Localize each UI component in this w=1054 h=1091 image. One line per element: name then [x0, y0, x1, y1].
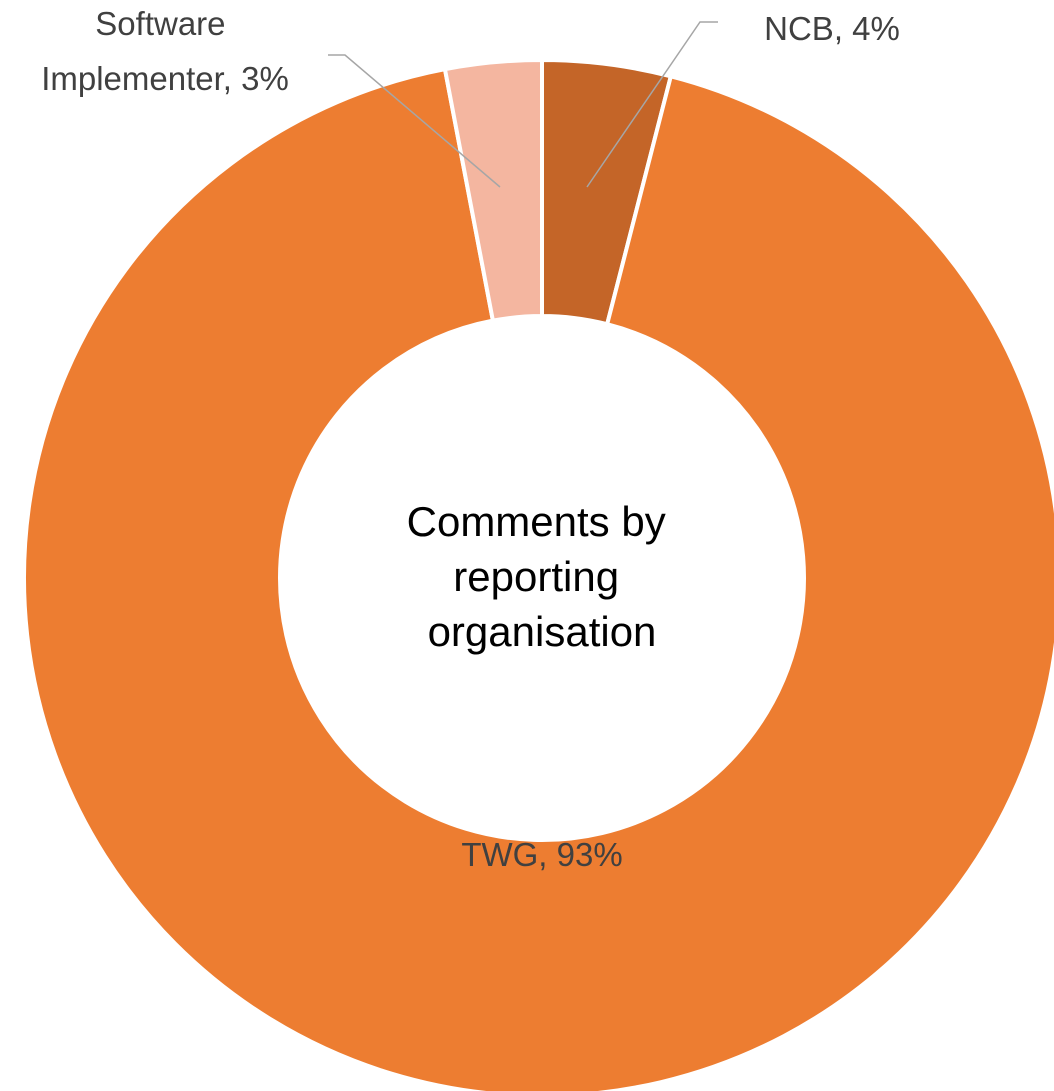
center-title-line-3: organisation [428, 608, 657, 655]
center-title: Comments by reporting organisation [407, 498, 678, 655]
center-title-line-2: reporting [453, 553, 619, 600]
slice-software-implementer [442, 57, 544, 323]
slice-twg [22, 66, 1054, 1091]
data-label-software-implementer-line-1: Software [95, 5, 225, 42]
leader-line-software-implementer [328, 54, 501, 188]
data-label-ncb: NCB, 4% [764, 10, 900, 47]
labels-layer: NCB, 4% TWG, 93% Software Implementer, 3… [41, 5, 900, 873]
slices-layer [22, 57, 1054, 1091]
data-label-software-implementer-line-2: Implementer, 3% [41, 60, 289, 97]
data-label-twg: TWG, 93% [461, 836, 622, 873]
data-label-software-implementer: Software Implementer, 3% [41, 5, 289, 97]
center-title-line-1: Comments by [407, 498, 666, 545]
svg-text:Comments by reporting: Comments by reporting organisation [407, 498, 678, 655]
leader-line-ncb [586, 21, 718, 188]
leader-layer [328, 21, 718, 188]
